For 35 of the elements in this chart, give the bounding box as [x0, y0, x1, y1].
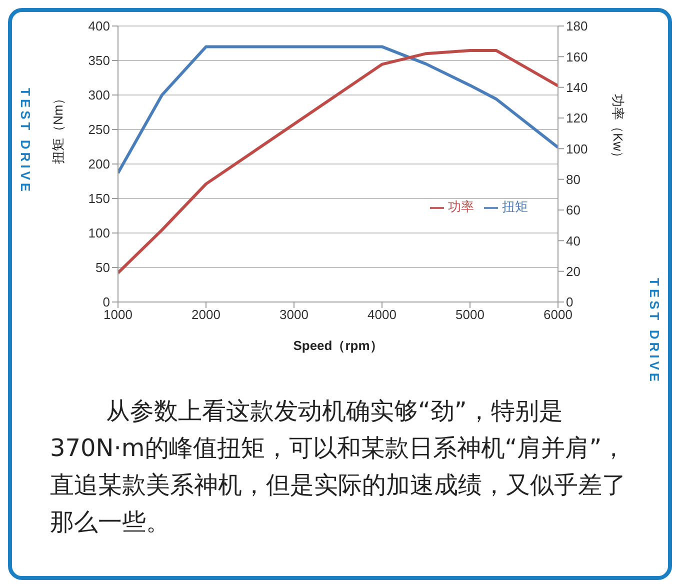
y-tick-label: 350	[88, 53, 110, 68]
text: TEST DRIVE	[647, 278, 662, 385]
y2-tick-label: 20	[566, 264, 580, 279]
y-axis-title: 扭矩（Nm）	[50, 92, 66, 164]
y-tick-label: 100	[88, 226, 110, 241]
y2-axis-title: 功率（Kw）	[610, 94, 626, 164]
line-series	[118, 49, 558, 274]
y2-tick-label: 0	[566, 294, 574, 310]
x-tick-label: 6000	[544, 307, 572, 322]
y2-tick-label: 180	[566, 18, 588, 34]
legend-label: 扭矩	[502, 199, 528, 214]
y2-tick-label: 80	[566, 172, 580, 187]
text: 从参数上看这款发动机确实够“劲”，特别是370N·m的峰值扭矩，可以和某款日系神机“肩并肩”，直追某款美系神机，但是实际的加速成绩，又似乎差了那么一些。	[50, 396, 627, 538]
y-tick-label: 150	[88, 191, 110, 206]
x-tick-label: 1000	[104, 307, 132, 322]
legend-label: 功率	[448, 199, 474, 214]
y-tick-label: 0	[102, 294, 110, 310]
y2-tick-label: 160	[566, 49, 588, 64]
y2-tick-label: 40	[566, 233, 580, 248]
x-tick-label: 2000	[192, 307, 220, 322]
y2-tick-label: 120	[566, 110, 588, 126]
y-tick-label: 50	[96, 260, 110, 276]
y-tick-label: 400	[88, 18, 110, 34]
line-series	[118, 45, 558, 174]
x-tick-label: 5000	[456, 307, 484, 322]
x-axis-title: Speed（rpm）	[293, 338, 383, 353]
y2-tick-label: 60	[566, 202, 580, 218]
y2-tick-label: 140	[566, 80, 588, 95]
y-tick-label: 250	[88, 122, 110, 138]
x-tick-label: 4000	[368, 307, 396, 322]
x-tick-label: 3000	[280, 307, 308, 322]
text: TEST DRIVE	[18, 88, 33, 195]
y-tick-label: 200	[88, 156, 110, 172]
y-tick-label: 300	[88, 88, 110, 103]
y2-tick-label: 100	[566, 141, 588, 156]
